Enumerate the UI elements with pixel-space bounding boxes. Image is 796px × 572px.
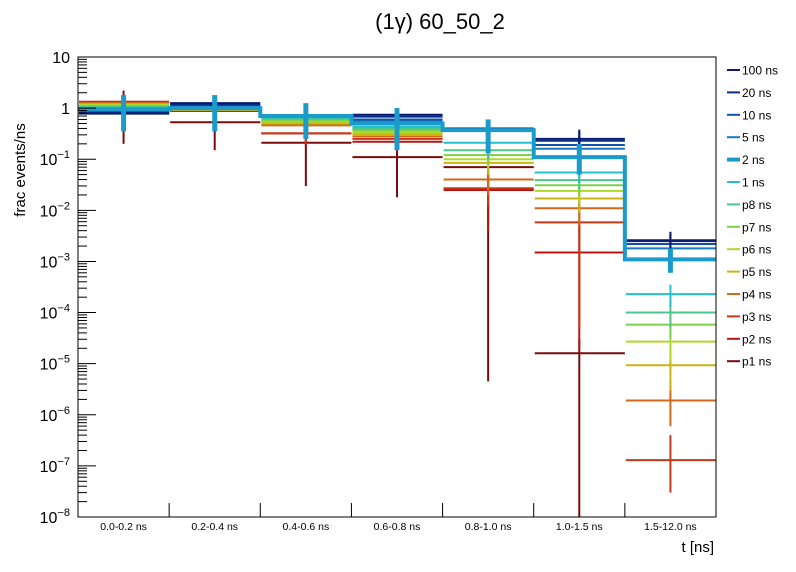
x-tick-label: 0.0-0.2 ns: [100, 521, 147, 533]
x-tick-label: 0.4-0.6 ns: [283, 521, 330, 533]
y-axis-title: frac events/ns: [12, 123, 29, 216]
legend-label: 1 ns: [742, 176, 765, 190]
legend-label: 20 ns: [742, 86, 771, 100]
legend-label: 100 ns: [742, 64, 778, 78]
legend-item: 20 ns: [727, 86, 771, 100]
y-tick-label: 10−7: [40, 456, 70, 476]
y-tick-label: 1: [61, 101, 70, 118]
x-tick-label: 0.6-0.8 ns: [374, 521, 421, 533]
legend-label: p4 ns: [742, 288, 771, 302]
y-tick-label: 10: [52, 50, 70, 67]
x-tick-label: 0.2-0.4 ns: [191, 521, 238, 533]
legend-item: p3 ns: [727, 310, 771, 324]
y-tick-label: 10−4: [40, 303, 70, 323]
legend-label: 2 ns: [742, 153, 765, 167]
y-tick-label: 10−6: [40, 405, 70, 425]
legend-item: p5 ns: [727, 265, 771, 279]
legend-label: 5 ns: [742, 131, 765, 145]
legend-item: 10 ns: [727, 108, 771, 122]
y-tick-label: 10−1: [40, 149, 70, 169]
y-axis: 10 1 10−1 10−2 10−3 10−4 10−5 10−6 10−7 10−8: [40, 50, 96, 527]
legend-item: 1 ns: [727, 176, 765, 190]
legend-item: p7 ns: [727, 220, 771, 234]
legend-item: p6 ns: [727, 243, 771, 257]
y-tick-label: 10−2: [40, 200, 70, 220]
x-tick-label: 1.0-1.5 ns: [556, 521, 603, 533]
legend-item: p8 ns: [727, 198, 771, 212]
legend-item: 5 ns: [727, 131, 765, 145]
legend-label: p1 ns: [742, 355, 771, 369]
x-tick-label: 1.5-12.0 ns: [644, 521, 697, 533]
legend-label: p6 ns: [742, 243, 771, 257]
y-tick-label: 10−8: [40, 507, 70, 527]
legend: 100 ns 20 ns 10 ns 5 ns 2 ns 1 ns p8 ns p7 ns p6…: [727, 64, 778, 369]
legend-label: p8 ns: [742, 198, 771, 212]
legend-label: p3 ns: [742, 310, 771, 324]
legend-label: p5 ns: [742, 265, 771, 279]
x-axis: 0.0-0.2 ns 0.2-0.4 ns 0.4-0.6 ns 0.6-0.8 ns…: [100, 503, 697, 533]
series-2-ns: [78, 95, 716, 273]
x-axis-title: t [ns]: [681, 539, 714, 556]
legend-item: p1 ns: [727, 355, 771, 369]
series-p1-ns: [79, 90, 625, 517]
y-tick-label: 10−3: [40, 251, 70, 271]
plot-frame: [77, 56, 717, 518]
chart-title: (1γ) 60_50_2: [375, 9, 505, 34]
legend-item: p4 ns: [727, 288, 771, 302]
y-tick-label: 10−5: [40, 354, 70, 374]
legend-label: 10 ns: [742, 108, 771, 122]
x-tick-label: 0.8-1.0 ns: [465, 521, 512, 533]
legend-item: 2 ns: [727, 153, 765, 167]
legend-item: 100 ns: [727, 64, 778, 78]
legend-item: p2 ns: [727, 332, 771, 346]
plot-area: [78, 90, 716, 517]
legend-label: p7 ns: [742, 220, 771, 234]
legend-label: p2 ns: [742, 332, 771, 346]
